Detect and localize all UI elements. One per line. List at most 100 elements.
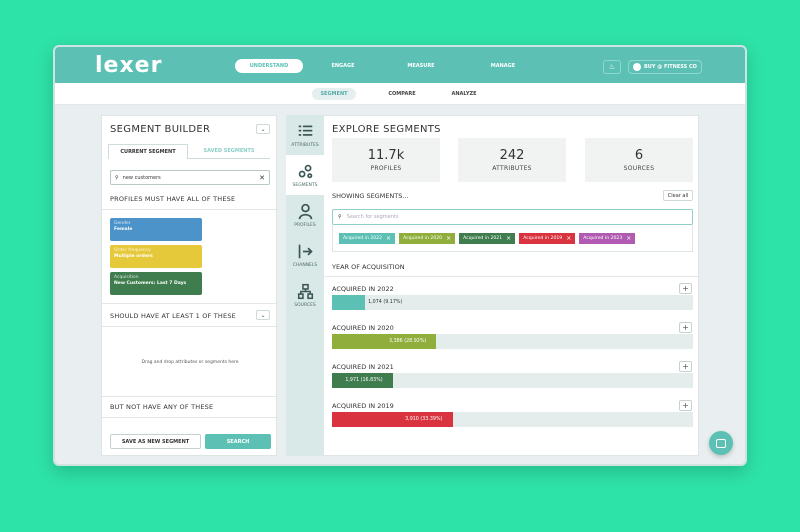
segment-tag[interactable]: Acquired in 2022 × — [339, 233, 396, 244]
rail-item-attributes[interactable]: ATTRIBUTES — [286, 115, 324, 155]
stat-label: PROFILES — [370, 165, 402, 172]
tag-label: Acquired in 2022 — [343, 236, 383, 241]
bucket-bar-track[interactable]: 1,074 (9.17%) — [332, 295, 693, 310]
stat-label: SOURCES — [623, 165, 655, 172]
search-icon: ⚲ — [338, 214, 342, 220]
bucket-value: 1,074 (9.17%) — [368, 300, 403, 305]
attribute-chip-acquisition[interactable]: Acquisition New Customers: Last 7 Days — [110, 272, 202, 295]
divider — [102, 326, 278, 327]
divider — [102, 396, 278, 397]
chip-key: Gender — [114, 221, 131, 226]
chip-value: Female — [114, 227, 133, 233]
rail-item-sources[interactable]: SOURCES — [286, 275, 324, 315]
remove-tag-icon[interactable]: × — [626, 235, 632, 242]
remove-tag-icon[interactable]: × — [446, 235, 452, 242]
sources-icon — [297, 283, 313, 299]
save-as-new-segment-button[interactable]: SAVE AS NEW SEGMENT — [110, 434, 201, 449]
clear-search-icon[interactable]: ✕ — [259, 173, 265, 182]
rail-item-channels[interactable]: CHANNELS — [286, 235, 324, 275]
account-menu[interactable]: BUY @ FITNESS CO — [628, 60, 702, 74]
bucket-value: 3,386 (28.92%) — [389, 339, 427, 344]
explore-title: EXPLORE SEGMENTS — [332, 124, 441, 135]
search-button[interactable]: SEARCH — [205, 434, 271, 449]
lexer-logo: lexer — [95, 53, 163, 78]
year-of-acquisition-heading: YEAR OF ACQUISITION — [332, 263, 405, 271]
nav-tab-measure[interactable]: MEASURE — [407, 63, 435, 69]
subtab-segment[interactable]: SEGMENT — [312, 88, 356, 100]
rail-label: SOURCES — [294, 302, 316, 308]
showing-segments-label: SHOWING SEGMENTS... — [332, 192, 409, 200]
rail-item-profiles[interactable]: PROFILES — [286, 195, 324, 235]
stat-profiles: 11.7k PROFILES — [332, 138, 440, 182]
add-segment-plus-icon[interactable]: + — [679, 361, 692, 372]
stat-value: 242 — [499, 148, 525, 163]
builder-title: SEGMENT BUILDER — [110, 124, 211, 135]
stat-value: 6 — [634, 148, 644, 163]
segment-tag[interactable]: Acquired in 2023 × — [579, 233, 636, 244]
segment-tag[interactable]: Acquired in 2019 × — [519, 233, 576, 244]
bucket-bar-track[interactable]: 1,971 (16.83%) — [332, 373, 693, 388]
bucket-bar-track[interactable]: 3,910 (33.39%) — [332, 412, 693, 427]
bucket-bar-fill — [332, 334, 437, 349]
top-nav-bar: lexer UNDERSTAND ENGAGE MEASURE MANAGE ♨… — [55, 47, 745, 83]
segment-search-input[interactable]: ⚲ Search for segments — [332, 209, 693, 225]
explore-icon-rail: ATTRIBUTES SEGMENTS PROFILES CHANNELS SO… — [286, 115, 324, 456]
stat-value: 11.7k — [367, 148, 405, 163]
tag-label: Acquired in 2023 — [583, 236, 623, 241]
attribute-chip-order-frequency[interactable]: Order frequency Multiple orders — [110, 245, 202, 268]
subtab-compare[interactable]: COMPARE — [388, 91, 416, 97]
explore-segments-panel: EXPLORE SEGMENTS 11.7k PROFILES 242 ATTR… — [324, 115, 699, 456]
attribute-chip-gender[interactable]: Gender Female — [110, 218, 202, 241]
add-segment-plus-icon[interactable]: + — [679, 400, 692, 411]
add-segment-plus-icon[interactable]: + — [679, 322, 692, 333]
should-have-chevron-icon[interactable]: ⌄ — [256, 310, 270, 320]
segment-tag[interactable]: Acquired in 2021 × — [459, 233, 516, 244]
tag-label: Acquired in 2021 — [463, 236, 503, 241]
account-name: BUY @ FITNESS CO — [644, 64, 697, 70]
subtab-analyze[interactable]: ANALYZE — [451, 91, 477, 97]
bucket-bar-track[interactable]: 3,386 (28.92%) — [332, 334, 693, 349]
builder-search-input[interactable]: ⚲ new customers ✕ — [110, 170, 270, 185]
chat-launcher-icon[interactable] — [709, 431, 733, 455]
bucket-value: 1,971 (16.83%) — [345, 378, 383, 383]
bucket-label: ACQUIRED IN 2020 — [332, 324, 394, 332]
tab-current-segment[interactable]: CURRENT SEGMENT — [108, 144, 188, 159]
chip-key: Order frequency — [114, 248, 151, 253]
chip-value: New Customers: Last 7 Days — [114, 281, 187, 287]
tag-label: Acquired in 2020 — [403, 236, 443, 241]
search-icon: ⚲ — [115, 174, 119, 181]
should-have-label: SHOULD HAVE AT LEAST 1 OF THESE — [110, 312, 236, 320]
rail-label: PROFILES — [294, 222, 316, 228]
segment-tag[interactable]: Acquired in 2020 × — [399, 233, 456, 244]
builder-collapse-chevron-icon[interactable]: ⌄ — [256, 124, 270, 134]
sub-nav-bar: SEGMENT COMPARE ANALYZE — [55, 83, 745, 105]
rail-label: ATTRIBUTES — [291, 142, 319, 148]
drop-zone-hint: Drag and drop attributes or segments her… — [141, 360, 239, 365]
clear-all-button[interactable]: Clear all — [663, 190, 693, 201]
add-segment-plus-icon[interactable]: + — [679, 283, 692, 294]
remove-tag-icon[interactable]: × — [506, 235, 512, 242]
selected-segment-tags: Acquired in 2022 × Acquired in 2020 × Ac… — [332, 225, 693, 252]
must-have-label: PROFILES MUST HAVE ALL OF THESE — [110, 195, 236, 203]
rail-item-segments[interactable]: SEGMENTS — [286, 155, 324, 195]
nav-tab-understand[interactable]: UNDERSTAND — [235, 59, 303, 73]
stat-attributes: 242 ATTRIBUTES — [458, 138, 566, 182]
stat-sources: 6 SOURCES — [585, 138, 693, 182]
remove-tag-icon[interactable]: × — [386, 235, 392, 242]
divider — [324, 276, 698, 277]
divider — [102, 417, 278, 418]
nav-tab-engage[interactable]: ENGAGE — [331, 63, 355, 69]
segment-builder-panel: SEGMENT BUILDER ⌄ CURRENT SEGMENT SAVED … — [101, 115, 278, 456]
remove-tag-icon[interactable]: × — [566, 235, 572, 242]
app-window: lexer UNDERSTAND ENGAGE MEASURE MANAGE ♨… — [53, 45, 747, 466]
avatar — [633, 63, 641, 71]
tab-saved-segments[interactable]: SAVED SEGMENTS — [188, 144, 270, 159]
notifications-bell-icon[interactable]: ♨ — [603, 60, 621, 74]
chip-key: Acquisition — [114, 275, 139, 280]
tag-label: Acquired in 2019 — [523, 236, 563, 241]
stat-label: ATTRIBUTES — [492, 165, 532, 172]
bucket-value: 3,910 (33.39%) — [405, 417, 443, 422]
bucket-label: ACQUIRED IN 2021 — [332, 363, 394, 371]
nav-tab-manage[interactable]: MANAGE — [490, 63, 516, 69]
rail-label: CHANNELS — [292, 262, 318, 268]
